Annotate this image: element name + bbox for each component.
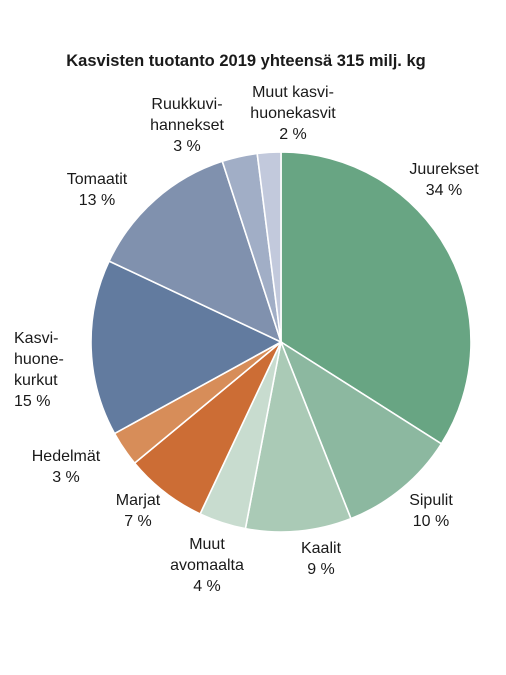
slice-label: Kaalit 9 % — [301, 540, 342, 578]
pie-slice — [280, 151, 472, 445]
slice-label-line: 4 % — [193, 578, 221, 595]
slice-label-line: Kasvi- — [14, 330, 58, 347]
slice-label-line: 9 % — [307, 561, 335, 578]
slice-labels: Juurekset 34 % Sipulit 10 % Kaalit 9 % Muut avo… — [14, 84, 479, 595]
slice-label: Muut kasvi-huonekasvit 2 % — [250, 84, 336, 143]
slice-label: Tomaatit 13 % — [67, 171, 128, 209]
slice-label-line: Muut kasvi- — [252, 84, 334, 101]
slice-label-line: 13 % — [79, 192, 115, 209]
slice-label-line: kurkut — [14, 372, 58, 389]
slice-label-line: 10 % — [413, 513, 449, 530]
slice-label-line: 34 % — [426, 182, 462, 199]
pie-slice — [279, 340, 443, 520]
slice-label-line: huonekasvit — [250, 105, 336, 122]
slice-label-line: Hedelmät — [32, 448, 101, 465]
slice-label-line: 15 % — [14, 393, 50, 410]
slice-label: Sipulit 10 % — [409, 492, 453, 530]
pie-slice — [256, 151, 282, 343]
slice-label: Ruukkuvi-hannekset 3 % — [150, 96, 224, 155]
slice-label: Marjat 7 % — [116, 492, 161, 530]
slice-label: Juurekset 34 % — [409, 161, 479, 199]
slice-label-line: avomaalta — [170, 557, 244, 574]
slice-label-line: Juurekset — [409, 161, 479, 178]
slice-label: Kasvi-huone-kurkut 15 % — [14, 330, 64, 410]
pie-slice — [90, 260, 283, 435]
slice-label-line: Ruukkuvi- — [151, 96, 222, 113]
slice-label-line: 2 % — [279, 126, 307, 143]
slice-label-line: Marjat — [116, 492, 161, 509]
slice-label-line: Tomaatit — [67, 171, 128, 188]
chart-title: Kasvisten tuotanto 2019 yhteensä 315 mil… — [66, 52, 425, 70]
slice-label-line: Kaalit — [301, 540, 342, 557]
slice-label-line: Sipulit — [409, 492, 453, 509]
pie-slice — [244, 339, 352, 533]
slice-label: Hedelmät 3 % — [32, 448, 101, 486]
pie-slices — [90, 151, 472, 533]
slice-label-line: hannekset — [150, 117, 224, 134]
slice-label-line: huone- — [14, 351, 64, 368]
slice-label-line: Muut — [189, 536, 225, 553]
slice-label-line: 7 % — [124, 513, 152, 530]
slice-label-line: 3 % — [173, 138, 201, 155]
slice-label: Muut avomaalta 4 % — [170, 536, 244, 595]
slice-label-line: 3 % — [52, 469, 80, 486]
pie-slice — [108, 160, 283, 344]
